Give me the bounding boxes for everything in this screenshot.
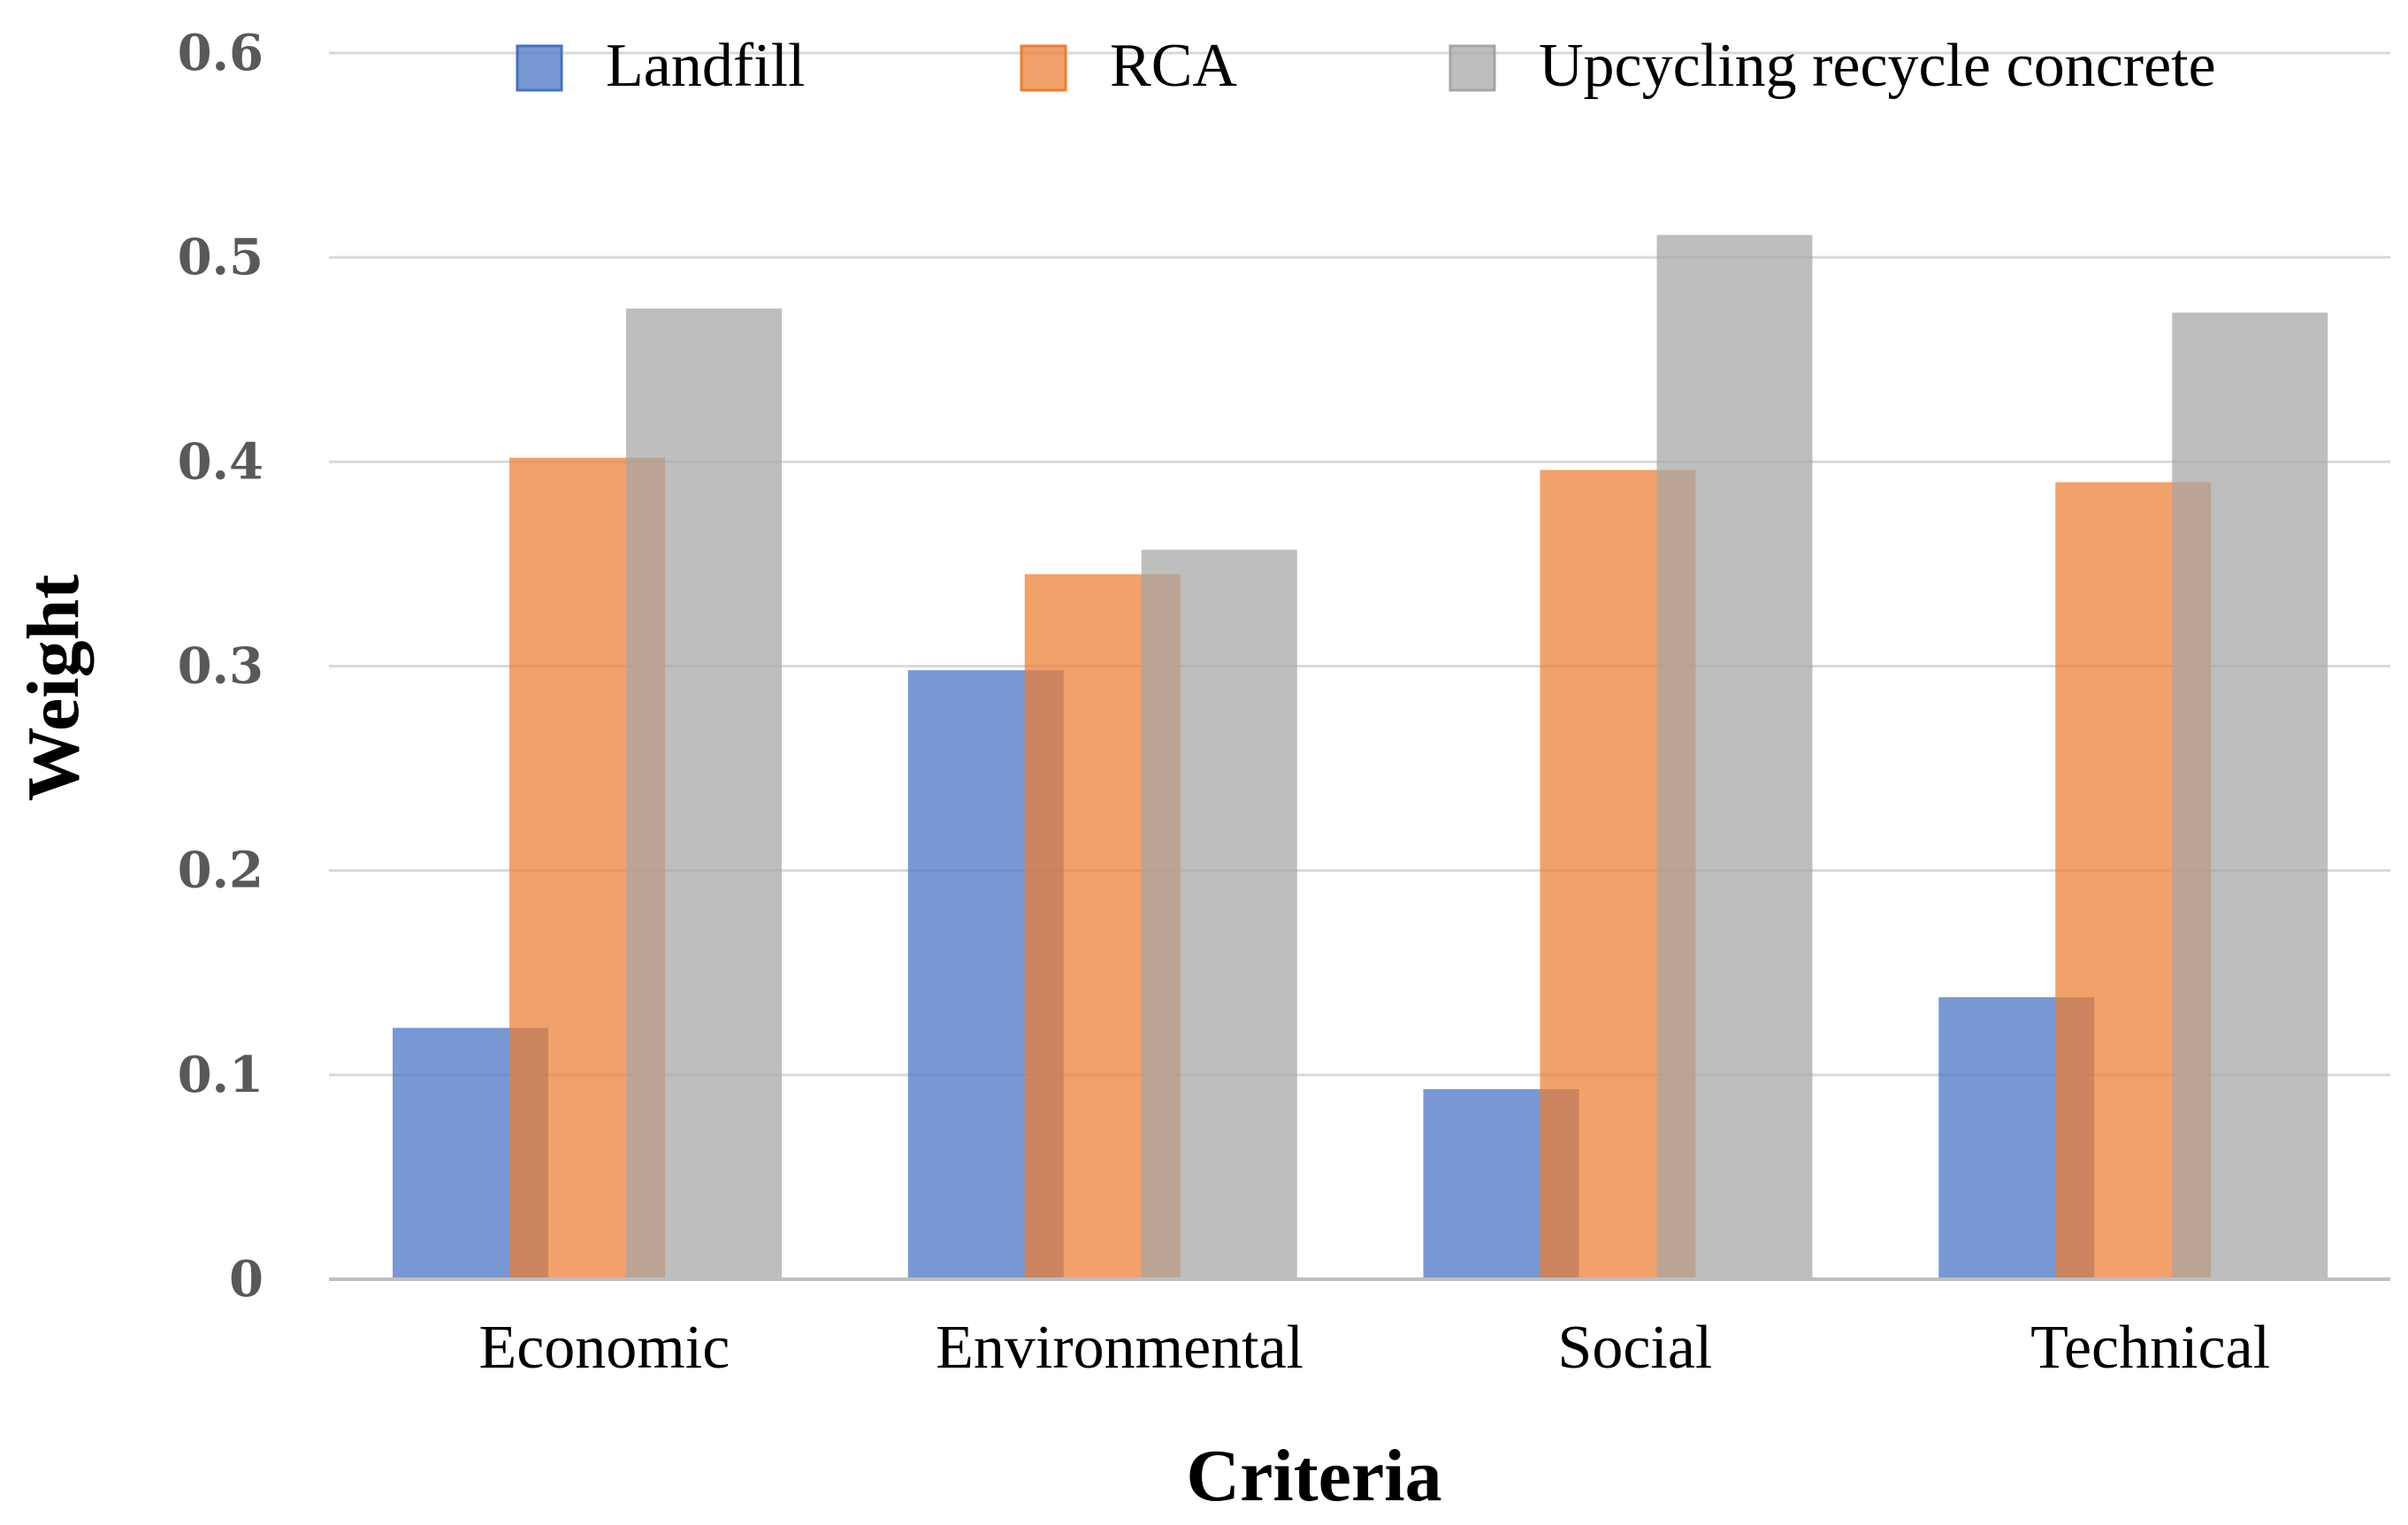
- x-tick-label: Environmental: [936, 1314, 1303, 1382]
- y-tick-label: 0.5: [178, 228, 264, 286]
- legend-label: RCA: [1110, 32, 1237, 100]
- y-tick-label: 0.4: [178, 432, 264, 491]
- x-tick-label: Social: [1557, 1314, 1712, 1382]
- bar-upcycling-recycle-concrete-environmental: [1141, 549, 1297, 1279]
- x-tick-labels: Economic Environmental Social Technical: [478, 1314, 2270, 1382]
- legend-swatch: [1020, 44, 1067, 92]
- x-tick-label: Economic: [478, 1314, 730, 1382]
- y-axis-title: Weight: [12, 575, 95, 802]
- bars: [393, 234, 2328, 1280]
- y-tick-label: 0.3: [178, 637, 264, 696]
- legend-label: Upcycling recycle concrete: [1539, 32, 2216, 100]
- legend-swatch: [516, 44, 563, 92]
- y-tick-label: 0: [229, 1250, 264, 1308]
- y-tick-label: 0.6: [178, 24, 264, 82]
- legend-swatch: [1449, 44, 1496, 92]
- y-tick-labels: 0 0.1 0.2 0.3 0.4 0.5 0.6: [178, 24, 264, 1308]
- bar-upcycling-recycle-concrete-technical: [2172, 312, 2328, 1279]
- y-tick-label: 0.1: [178, 1046, 264, 1104]
- x-tick-label: Technical: [2030, 1314, 2270, 1382]
- y-tick-label: 0.2: [178, 842, 264, 900]
- bar-upcycling-recycle-concrete-economic: [626, 308, 782, 1279]
- bar-upcycling-recycle-concrete-social: [1656, 234, 1813, 1280]
- legend: Landfill RCA Upcycling recycle concrete: [516, 32, 2216, 100]
- x-axis-title: Criteria: [1186, 1435, 1441, 1517]
- legend-label: Landfill: [606, 32, 805, 100]
